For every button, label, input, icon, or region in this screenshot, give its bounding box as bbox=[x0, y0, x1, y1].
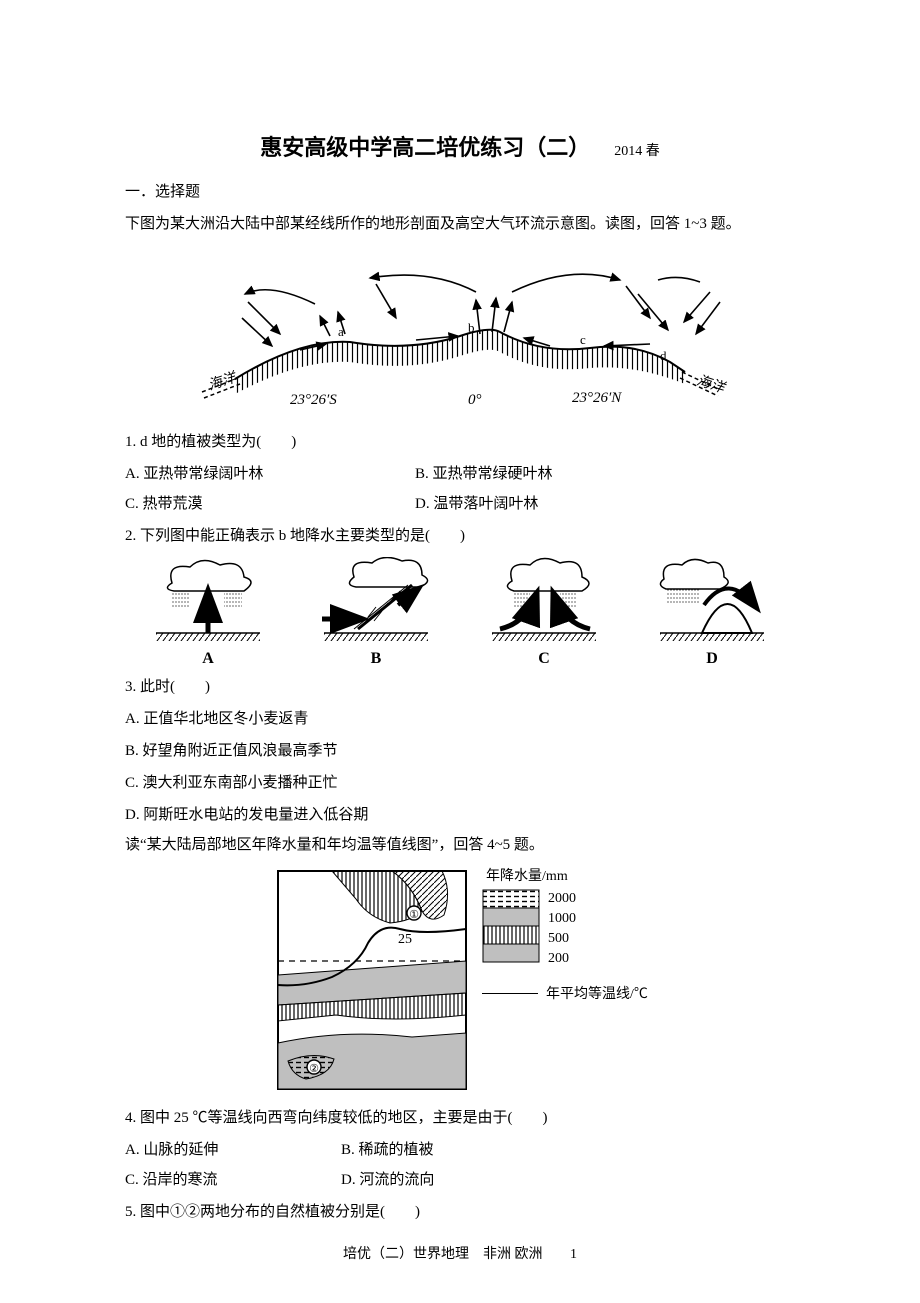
q1-options-row1: A. 亚热带常绿阔叶林 B. 亚热带常绿硬叶林 bbox=[125, 459, 795, 489]
rain-c-label: C bbox=[478, 650, 610, 668]
section-heading-1: 一．选择题 bbox=[125, 180, 795, 201]
title-row: 惠安高级中学高二培优练习（二） 2014 春 bbox=[125, 130, 795, 162]
rain-d-label: D bbox=[646, 650, 778, 668]
legend: 年降水量/mm 2000 1000 500 200 年平均等温线/℃ bbox=[482, 865, 648, 1003]
intro-text-2: 读“某大陆局部地区年降水量和年均温等值线图”，回答 4~5 题。 bbox=[125, 832, 795, 859]
legend-val-1: 1000 bbox=[548, 911, 576, 927]
page-footer: 培优（二）世界地理 非洲 欧洲 1 bbox=[0, 1243, 920, 1263]
figure-2: A B bbox=[125, 557, 795, 668]
lat-0: 0° bbox=[468, 392, 482, 408]
q1-stem: 1. d 地的植被类型为( ) bbox=[125, 427, 795, 457]
q5-stem: 5. 图中①②两地分布的自然植被分别是( ) bbox=[125, 1197, 795, 1227]
q3-opt-b: B. 好望角附近正值风浪最高季节 bbox=[125, 736, 795, 766]
lat-s: 23°26′S bbox=[290, 392, 337, 408]
pt-b: b bbox=[468, 320, 475, 335]
rain-a-label: A bbox=[142, 650, 274, 668]
legend-val-0: 2000 bbox=[548, 891, 576, 907]
q1-opt-c: C. 热带荒漠 bbox=[125, 489, 415, 519]
ocean-label-left: 海洋 bbox=[206, 369, 239, 393]
pt1-label: ① bbox=[409, 909, 419, 921]
legend-title: 年降水量/mm bbox=[486, 865, 648, 885]
rain-type-c: C bbox=[478, 557, 610, 668]
page-title: 惠安高级中学高二培优练习（二） bbox=[260, 135, 590, 160]
page-number: 1 bbox=[570, 1247, 577, 1262]
q1-opt-d: D. 温带落叶阔叶林 bbox=[415, 489, 705, 519]
q2-stem: 2. 下列图中能正确表示 b 地降水主要类型的是( ) bbox=[125, 521, 795, 551]
q3-opt-a: A. 正值华北地区冬小麦返青 bbox=[125, 704, 795, 734]
rain-type-d: D bbox=[646, 557, 778, 668]
figure-1: 海洋 海洋 23°26′S 0° 23°26′N a b c d bbox=[125, 244, 795, 419]
q3-opt-c: C. 澳大利亚东南部小麦播种正忙 bbox=[125, 768, 795, 798]
q4-opt-c: C. 沿岸的寒流 bbox=[125, 1165, 341, 1195]
legend2-label: 年平均等温线/℃ bbox=[546, 983, 648, 1003]
pt-c: c bbox=[580, 332, 586, 347]
iso-25-label: 25 bbox=[398, 932, 412, 947]
q1-opt-a: A. 亚热带常绿阔叶林 bbox=[125, 459, 415, 489]
cross-section-diagram: 海洋 海洋 23°26′S 0° 23°26′N a b c d bbox=[180, 244, 740, 414]
q1-opt-b: B. 亚热带常绿硬叶林 bbox=[415, 459, 705, 489]
rain-b-label: B bbox=[310, 650, 442, 668]
q3-opt-d: D. 阿斯旺水电站的发电量进入低谷期 bbox=[125, 800, 795, 830]
pt2-label: ② bbox=[309, 1063, 319, 1075]
term-label: 2014 春 bbox=[614, 144, 660, 159]
q4-options-row2: C. 沿岸的寒流 D. 河流的流向 bbox=[125, 1165, 795, 1195]
q4-opt-b: B. 稀疏的植被 bbox=[341, 1135, 557, 1165]
q3-stem: 3. 此时( ) bbox=[125, 672, 795, 702]
footer-text: 培优（二）世界地理 非洲 欧洲 bbox=[343, 1247, 543, 1262]
precip-temp-map: 25 ① ② bbox=[272, 865, 472, 1095]
q4-opt-a: A. 山脉的延伸 bbox=[125, 1135, 341, 1165]
pt-d: d bbox=[660, 348, 667, 363]
rain-type-b: B bbox=[310, 557, 442, 668]
q4-stem: 4. 图中 25 ℃等温线向西弯向纬度较低的地区，主要是由于( ) bbox=[125, 1103, 795, 1133]
rain-type-a: A bbox=[142, 557, 274, 668]
lat-n: 23°26′N bbox=[572, 390, 622, 406]
q1-options-row2: C. 热带荒漠 D. 温带落叶阔叶林 bbox=[125, 489, 795, 519]
legend-val-2: 500 bbox=[548, 931, 569, 947]
legend-val-3: 200 bbox=[548, 951, 569, 967]
legend-swatches bbox=[482, 889, 542, 965]
q4-opt-d: D. 河流的流向 bbox=[341, 1165, 557, 1195]
q4-options-row1: A. 山脉的延伸 B. 稀疏的植被 bbox=[125, 1135, 795, 1165]
figure-3: 25 ① ② 年降水量/mm 2000 1000 500 200 bbox=[125, 865, 795, 1095]
legend-line-sample bbox=[482, 993, 538, 994]
intro-text-1: 下图为某大洲沿大陆中部某经线所作的地形剖面及高空大气环流示意图。读图，回答 1~… bbox=[125, 211, 795, 238]
